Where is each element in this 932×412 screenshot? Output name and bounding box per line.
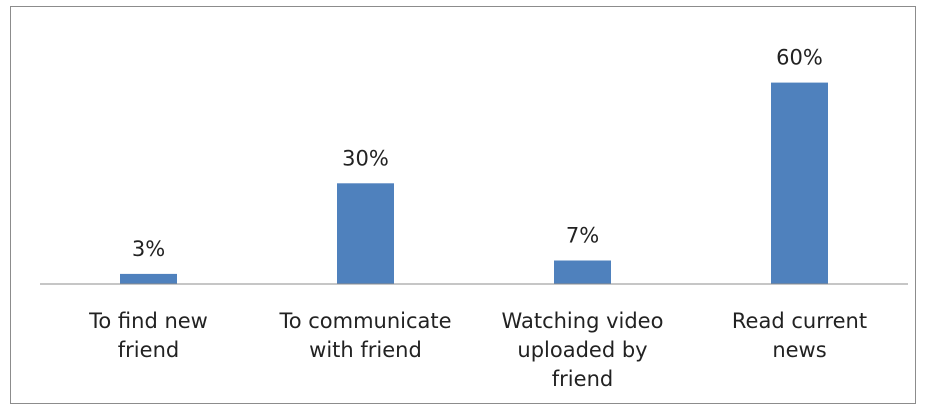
chart-frame (10, 6, 916, 404)
bar-3 (771, 82, 828, 284)
category-label-0: To find new friend (88, 309, 208, 362)
bar-0 (120, 273, 177, 284)
data-label-2: 7% (566, 224, 599, 248)
category-label-3: Read current news (732, 309, 867, 362)
category-label-line: friend (118, 338, 179, 362)
category-label-line: To find new (88, 309, 208, 333)
category-label-2: Watching video uploaded by friend (502, 309, 664, 391)
data-labels-layer: 3% 30% 7% 60% (132, 46, 823, 261)
category-label-line: friend (552, 367, 613, 391)
bar-1 (337, 183, 394, 284)
data-label-3: 60% (776, 46, 823, 70)
data-label-1: 30% (342, 146, 389, 170)
category-labels-layer: To find new friend To communicate with frie… (88, 309, 867, 391)
bars-layer (120, 82, 828, 284)
category-label-line: To communicate (278, 309, 451, 333)
category-label-line: Read current (732, 309, 867, 333)
category-label-line: Watching video (502, 309, 664, 333)
bar-2 (554, 260, 611, 284)
category-label-line: news (772, 338, 826, 362)
category-label-line: with friend (309, 338, 422, 362)
data-label-0: 3% (132, 237, 165, 261)
category-label-1: To communicate with friend (278, 309, 451, 362)
category-label-line: uploaded by (517, 338, 647, 362)
